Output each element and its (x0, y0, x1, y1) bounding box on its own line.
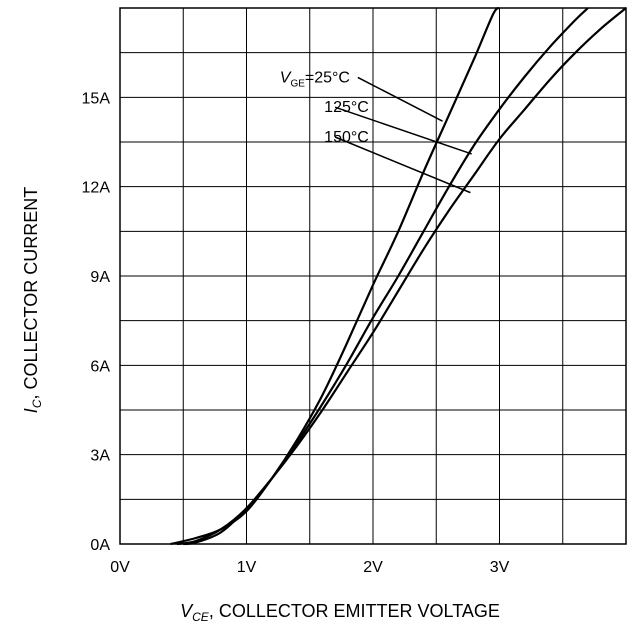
y-axis-label: IC, COLLECTOR CURRENT (21, 187, 44, 413)
x-axis-label-sub: CE (192, 610, 210, 624)
y-tick-label: 12A (82, 180, 111, 197)
annotation-label: 150°C (324, 129, 369, 146)
y-axis-label-rest: , COLLECTOR CURRENT (21, 187, 41, 400)
x-axis-label-rest: , COLLECTOR EMITTER VOLTAGE (209, 601, 500, 621)
y-tick-label: 15A (82, 90, 111, 107)
x-tick-label: 0V (110, 559, 130, 576)
y-axis-label-sub: C (30, 399, 44, 408)
x-tick-label: 1V (237, 559, 257, 576)
x-axis-label: VCE, COLLECTOR EMITTER VOLTAGE (180, 601, 500, 624)
annotation-label: VGE=25°C (280, 69, 350, 89)
annotation-label: 125°C (324, 99, 369, 116)
y-tick-label: 9A (90, 269, 110, 286)
y-tick-label: 6A (90, 358, 110, 375)
x-tick-label: 3V (490, 559, 510, 576)
grid (120, 8, 626, 544)
x-tick-label: 2V (363, 559, 383, 576)
y-tick-label: 0A (90, 537, 110, 554)
y-tick-label: 3A (90, 448, 110, 465)
annotation-leader (358, 77, 443, 121)
x-tick-labels: 0V 1V 2V 3V (110, 559, 509, 576)
y-tick-labels: 0A 3A 6A 9A 12A 15A (82, 90, 111, 554)
